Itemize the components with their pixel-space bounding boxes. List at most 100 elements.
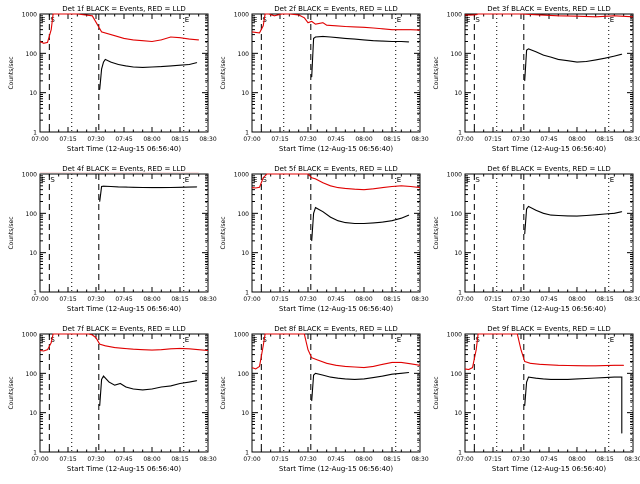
data-point-lld	[520, 13, 522, 15]
x-axis-label: Start Time (12-Aug-15 06:56:40)	[279, 465, 393, 473]
data-point-lld	[259, 186, 260, 188]
data-point-lld	[391, 362, 393, 363]
x-tick-label: 07:45	[115, 136, 132, 143]
data-point-lld	[372, 366, 374, 367]
data-point-events	[543, 54, 544, 56]
y-tick-label: 10	[454, 410, 462, 417]
data-point-events	[604, 57, 606, 59]
data-point-events	[311, 76, 313, 78]
x-tick-label: 07:15	[59, 456, 76, 463]
data-point-events	[125, 186, 127, 188]
y-tick-label: 100	[238, 211, 250, 218]
data-point-lld	[613, 15, 615, 17]
x-tick-label: 07:30	[87, 456, 104, 463]
x-tick-label: 07:45	[115, 456, 132, 463]
marker-label: S	[262, 336, 267, 344]
x-tick-label: 07:30	[87, 136, 104, 143]
x-tick-label: 07:45	[327, 296, 344, 303]
data-point-lld	[179, 348, 181, 349]
x-tick-label: 08:00	[355, 296, 372, 303]
data-point-lld	[188, 38, 190, 40]
x-tick-label: 07:30	[87, 296, 104, 303]
data-point-events	[372, 40, 374, 42]
y-tick-label: 10	[29, 90, 37, 97]
data-point-events	[526, 49, 527, 51]
plot-frame	[39, 13, 209, 133]
y-tick-label: 10	[454, 250, 462, 257]
data-point-lld	[595, 365, 597, 367]
data-point-lld	[281, 13, 283, 15]
data-point-lld	[188, 348, 190, 350]
plot-frame	[251, 173, 421, 293]
panel-5: Det 5f BLACK = Events, RED = LLD Counts/s…	[220, 165, 429, 313]
chart-title: Det 6f BLACK = Events, RED = LLD	[487, 165, 610, 173]
data-point-lld	[372, 27, 374, 29]
x-tick-label: 07:15	[271, 456, 288, 463]
data-point-events	[179, 383, 181, 384]
data-point-events	[103, 185, 104, 187]
y-tick-label: 10	[454, 90, 462, 97]
data-point-events	[382, 375, 384, 377]
chart-title: Det 5f BLACK = Events, RED = LLD	[274, 165, 397, 173]
data-point-lld	[76, 333, 78, 335]
data-point-events	[170, 187, 172, 188]
data-point-events	[372, 377, 374, 378]
data-point-events	[110, 186, 112, 187]
y-tick-label: 100	[26, 371, 38, 378]
y-tick-label: 100	[451, 371, 463, 378]
data-point-lld	[465, 368, 466, 370]
data-point-events	[391, 373, 393, 375]
x-tick-label: 08:15	[383, 296, 400, 303]
data-point-events	[132, 186, 134, 188]
data-point-events	[151, 388, 153, 390]
marker-label: E	[466, 336, 470, 344]
data-point-events	[118, 186, 119, 188]
data-point-events	[311, 240, 313, 242]
data-point-lld	[354, 366, 356, 368]
x-axis-label: Start Time (12-Aug-15 06:56:40)	[492, 465, 606, 473]
marker-label: E	[253, 176, 257, 184]
data-point-events	[524, 405, 526, 407]
x-axis-label: Start Time (12-Aug-15 06:56:40)	[67, 465, 181, 473]
data-point-lld	[516, 333, 518, 335]
x-tick-label: 07:15	[484, 136, 501, 143]
data-point-events	[160, 187, 162, 188]
chart-title: Det 1f BLACK = Events, RED = LLD	[62, 5, 185, 13]
data-point-lld	[298, 14, 300, 16]
series-line-lld	[252, 333, 420, 370]
data-point-lld	[483, 13, 485, 15]
data-point-events	[585, 61, 587, 62]
y-axis-label: Counts/sec	[220, 216, 227, 249]
data-point-events	[528, 206, 529, 207]
x-tick-label: 07:00	[243, 136, 260, 143]
y-tick-label: 1	[245, 130, 249, 137]
data-point-lld	[419, 364, 420, 366]
data-point-events	[567, 60, 569, 62]
data-point-events	[528, 48, 529, 50]
series-line-events	[99, 58, 197, 90]
data-point-lld	[262, 177, 264, 179]
data-point-events	[315, 372, 316, 374]
y-tick-label: 100	[238, 51, 250, 58]
x-tick-label: 07:45	[540, 136, 557, 143]
data-point-events	[535, 209, 537, 211]
y-tick-label: 1	[458, 130, 462, 137]
data-point-events	[344, 378, 346, 380]
series-line-events	[524, 376, 623, 434]
data-point-lld	[410, 186, 412, 187]
data-point-lld	[88, 333, 89, 335]
chart-title: Det 7f BLACK = Events, RED = LLD	[62, 325, 185, 333]
data-point-lld	[382, 28, 384, 30]
data-point-events	[160, 386, 162, 388]
x-tick-label: 08:00	[143, 296, 160, 303]
data-point-lld	[419, 29, 420, 31]
data-point-events	[337, 220, 339, 222]
marker-label: E	[610, 16, 614, 24]
data-point-lld	[274, 15, 275, 17]
data-point-events	[354, 379, 356, 380]
series-line-events	[311, 35, 409, 78]
panel-7: Det 7f BLACK = Events, RED = LLD Counts/s…	[8, 325, 217, 473]
data-point-lld	[311, 177, 313, 179]
marker-label: E	[610, 336, 614, 344]
data-point-lld	[483, 333, 485, 335]
